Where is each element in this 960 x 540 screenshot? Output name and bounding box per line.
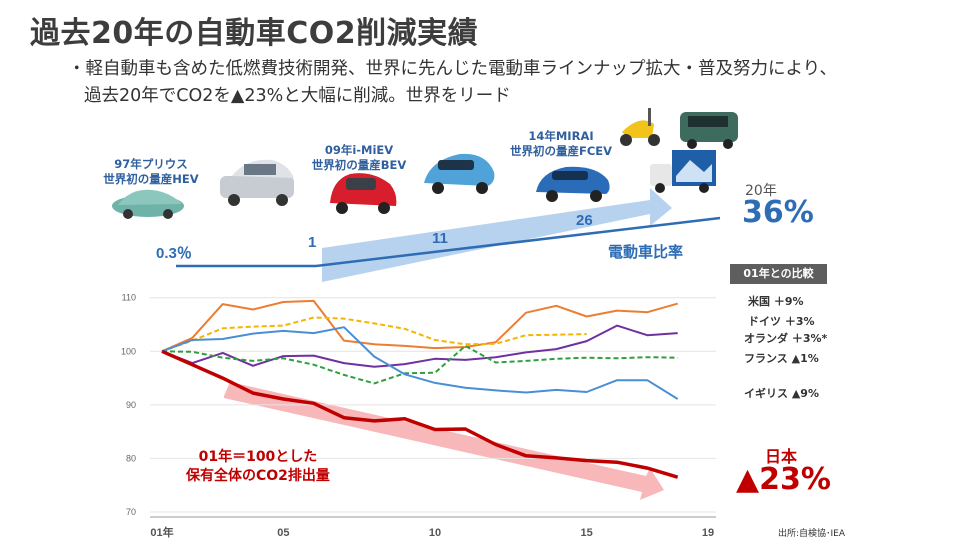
x-tick-label: 15	[581, 527, 593, 539]
x-tick-label: 10	[429, 527, 441, 539]
legend-header: 01年との比較	[730, 264, 827, 284]
japan-value: ▲23%	[736, 462, 831, 497]
series-line-米国	[161, 299, 678, 353]
ev-ratio-year: 20年	[745, 183, 777, 199]
legend-netherlands: オランダ ＋3%*	[744, 332, 828, 345]
ev-ratio-label: 電動車比率	[608, 243, 684, 261]
y-tick-label: 70	[126, 507, 136, 517]
ev-ratio-point-0: 0.3％	[156, 245, 192, 262]
mirai-car-image	[536, 166, 610, 202]
series-line-イギリス	[161, 326, 679, 400]
milestone-imiev-line2: 世界初の量産BEV	[311, 158, 407, 172]
series-line-日本	[161, 349, 679, 479]
japan-label: 日本	[765, 447, 798, 466]
milestone-imiev: 09年i-MiEV 世界初の量産BEV	[294, 143, 424, 173]
bullet-text: ・軽自動車も含めた低燃費技術開発、世界に先んじた電動車ラインナップ拡大・普及努力…	[68, 56, 928, 110]
truck-image	[650, 150, 716, 193]
chart-note-line1: 01年＝100とした	[198, 449, 318, 465]
hev-silver-car-image	[220, 159, 294, 206]
page-title: 過去20年の自動車CO2削減実績	[30, 16, 479, 51]
x-tick-label: 19	[702, 527, 714, 539]
milestone-mirai-line2: 世界初の量産FCEV	[509, 144, 613, 158]
x-tick-label: 05	[277, 527, 289, 539]
ev-ratio-point-3: 26	[576, 212, 593, 229]
legend-germany: ドイツ ＋3%	[748, 315, 815, 328]
ev-ratio-final: 36%	[742, 195, 814, 230]
milestone-prius: 97年プリウス 世界初の量産HEV	[86, 157, 216, 187]
milestone-prius-line1: 97年プリウス	[114, 157, 188, 171]
milestone-mirai-line1: 14年MIRAI	[528, 129, 594, 143]
scooter-image	[620, 108, 660, 146]
y-tick-label: 100	[121, 346, 136, 356]
legend-us: 米国 ＋9%	[748, 295, 804, 308]
kei-car-image	[680, 112, 738, 149]
milestone-mirai: 14年MIRAI 世界初の量産FCEV	[496, 129, 626, 159]
legend-uk: イギリス ▲9%	[744, 387, 819, 400]
source-note: 出所:自検協･IEA	[778, 529, 846, 539]
y-tick-label: 90	[126, 400, 136, 410]
y-tick-label: 80	[126, 453, 136, 463]
leaf-car-image	[424, 153, 495, 194]
legend-france: フランス ▲1%	[744, 352, 819, 365]
chart-note: 01年＝100とした 保有全体のCO2排出量	[186, 448, 330, 486]
ev-ratio-arrow	[322, 188, 672, 282]
y-tick-label: 110	[122, 293, 136, 303]
bullet-line-1: ・軽自動車も含めた低燃費技術開発、世界に先んじた電動車ラインナップ拡大・普及努力…	[68, 59, 837, 79]
ev-ratio-point-2: 11	[432, 230, 448, 247]
x-tick-label: 01年	[150, 525, 173, 539]
chart-note-line2: 保有全体のCO2排出量	[186, 468, 330, 484]
milestone-imiev-line1: 09年i-MiEV	[324, 143, 394, 157]
ev-ratio-line	[176, 216, 721, 268]
series-line-ドイツ	[161, 324, 678, 368]
series-line-フランス	[161, 344, 678, 385]
ev-ratio-point-1: 1	[308, 234, 316, 251]
imiev-car-image	[330, 173, 397, 214]
series-line-オランダ	[161, 316, 587, 353]
bullet-line-2: 過去20年でCO2を▲23%と大幅に削減。世界をリード	[84, 86, 511, 106]
prius-car-image	[112, 189, 184, 219]
milestone-prius-line2: 世界初の量産HEV	[103, 172, 199, 186]
